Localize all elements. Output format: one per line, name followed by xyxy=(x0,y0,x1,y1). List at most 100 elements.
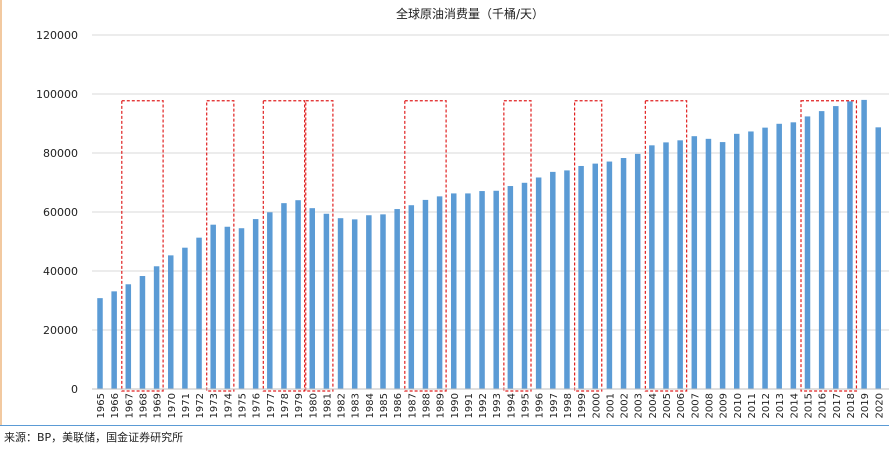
x-tick-label: 2019 xyxy=(860,393,871,418)
x-tick-label: 1974 xyxy=(223,393,234,418)
bar-2018 xyxy=(847,101,853,389)
x-tick-label: 1989 xyxy=(436,393,447,418)
bar-2011 xyxy=(748,131,754,389)
y-tick-label: 120000 xyxy=(36,29,78,42)
bar-1987 xyxy=(408,205,415,389)
x-tick-label: 2006 xyxy=(676,393,687,418)
bar-2014 xyxy=(790,122,797,389)
x-tick-label: 1998 xyxy=(563,393,574,418)
x-tick-label: 1975 xyxy=(238,393,249,418)
x-tick-label: 1977 xyxy=(266,393,277,418)
x-tick-label: 2009 xyxy=(719,393,730,418)
x-tick-label: 2000 xyxy=(591,393,602,418)
x-tick-label: 1987 xyxy=(407,393,418,418)
bar-1998 xyxy=(564,170,570,389)
bar-1965 xyxy=(97,298,103,389)
x-tick-label: 1967 xyxy=(124,393,135,418)
x-tick-label: 1994 xyxy=(506,393,517,418)
bar-1974 xyxy=(224,226,231,389)
x-tick-label: 1999 xyxy=(577,393,588,418)
bar-1982 xyxy=(337,218,344,389)
highlight-box-1999-2000 xyxy=(573,100,603,392)
bar-1988 xyxy=(422,199,429,389)
bar-1992 xyxy=(479,191,485,389)
bar-2000 xyxy=(592,163,598,389)
y-tick-label: 80000 xyxy=(43,147,78,160)
y-tick-label: 20000 xyxy=(43,324,78,337)
bar-1969 xyxy=(153,266,160,389)
highlight-box-1994-1995 xyxy=(503,100,532,392)
x-tick-label: 2010 xyxy=(733,393,744,418)
x-tick-label: 2015 xyxy=(804,393,815,418)
x-tick-label: 1978 xyxy=(280,393,291,418)
x-tick-label: 1991 xyxy=(464,393,475,418)
x-tick-label: 1973 xyxy=(209,393,220,418)
bar-1980 xyxy=(309,208,315,389)
x-tick-label: 2012 xyxy=(761,393,772,418)
bar-2020 xyxy=(875,127,881,390)
bar-2013 xyxy=(776,123,782,390)
x-tick-label: 1992 xyxy=(478,393,489,418)
y-tick-label: 100000 xyxy=(36,88,78,101)
bar-1993 xyxy=(493,190,499,389)
bar-1971 xyxy=(182,247,188,389)
bar-2017 xyxy=(833,106,839,389)
x-tick-label: 1997 xyxy=(549,393,560,418)
bar-2002 xyxy=(620,158,627,389)
bar-1983 xyxy=(351,219,358,389)
highlight-box-1977-1979 xyxy=(262,100,306,392)
bar-2019 xyxy=(861,99,867,390)
source-note: 来源：BP，美联储，国金证券研究所 xyxy=(4,431,184,444)
bar-1973 xyxy=(210,224,216,389)
x-tick-label: 1979 xyxy=(294,393,305,418)
bar-2006 xyxy=(677,140,683,389)
x-tick-label: 1996 xyxy=(535,393,546,418)
x-tick-label: 2003 xyxy=(634,393,645,418)
x-tick-label: 2020 xyxy=(874,393,885,418)
bar-1996 xyxy=(535,177,542,389)
x-tick-label: 2002 xyxy=(620,393,631,418)
bar-1976 xyxy=(252,219,259,389)
y-tick-label: 40000 xyxy=(43,265,78,278)
x-tick-label: 1984 xyxy=(365,393,376,418)
x-tick-label: 1971 xyxy=(181,393,192,418)
bar-2016 xyxy=(818,111,825,390)
oil-consumption-chart: 全球原油消费量（千桶/天） 0 20000 40000 60000 80000 10000… xyxy=(36,6,889,418)
bar-1999 xyxy=(578,165,584,389)
gridlines xyxy=(92,34,889,331)
bar-1989 xyxy=(436,196,443,389)
x-tick-label: 1986 xyxy=(393,393,404,418)
x-tick-label: 1965 xyxy=(96,393,107,418)
x-tick-label: 2016 xyxy=(818,393,829,418)
x-tick-label: 1981 xyxy=(322,393,333,418)
x-tick-label: 1980 xyxy=(308,393,319,418)
x-tick-label: 2005 xyxy=(662,393,673,418)
bar-1981 xyxy=(323,213,330,389)
x-tick-label: 2014 xyxy=(789,393,800,418)
bar-1990 xyxy=(451,193,457,389)
x-tick-label: 1969 xyxy=(153,393,164,418)
bar-1970 xyxy=(168,255,174,389)
x-tick-label: 1982 xyxy=(337,393,348,418)
x-tick-label: 2018 xyxy=(846,393,857,418)
x-tick-label: 2004 xyxy=(648,393,659,418)
bar-1997 xyxy=(550,171,556,389)
bar-2004 xyxy=(649,145,655,389)
highlight-box-1967-1969 xyxy=(121,100,164,392)
footer-divider xyxy=(0,425,889,426)
x-tick-label: 1972 xyxy=(195,393,206,418)
bar-1994 xyxy=(507,186,514,389)
x-tick-label: 1983 xyxy=(351,393,362,418)
bar-1995 xyxy=(521,182,528,389)
chart-title: 全球原油消费量（千桶/天） xyxy=(396,6,544,21)
x-tick-label: 1995 xyxy=(521,393,532,418)
bar-1975 xyxy=(238,228,245,389)
y-axis-tick-labels: 0 20000 40000 60000 80000 100000 120000 xyxy=(36,29,78,396)
x-tick-label: 1993 xyxy=(492,393,503,418)
bar-1978 xyxy=(281,203,287,389)
x-tick-label: 1970 xyxy=(167,393,178,418)
highlight-box-2004-2006 xyxy=(644,100,688,392)
x-tick-label: 1976 xyxy=(252,393,263,418)
bars xyxy=(97,99,881,390)
x-tick-label: 1985 xyxy=(379,393,390,418)
